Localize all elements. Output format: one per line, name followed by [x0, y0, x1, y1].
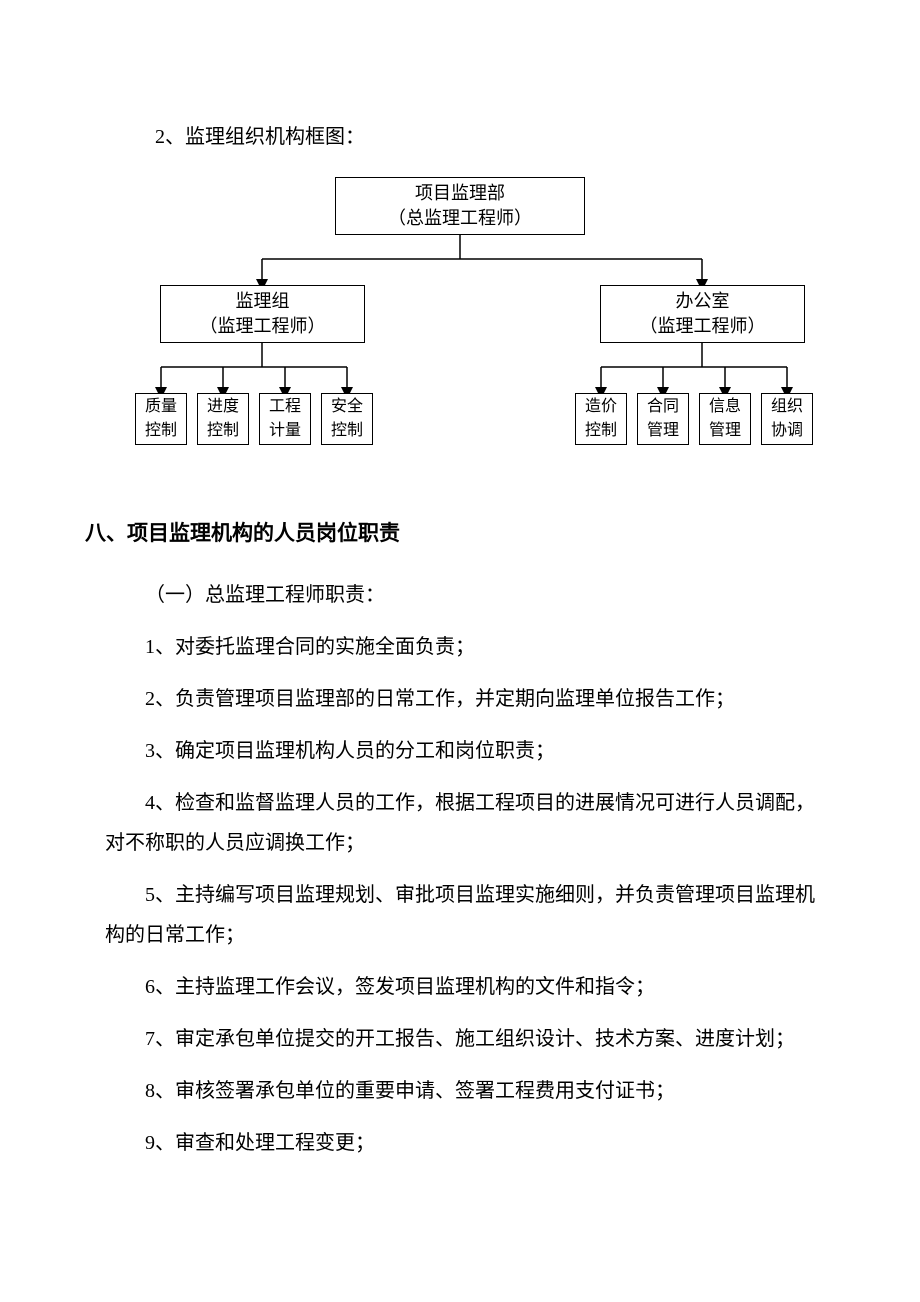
org-node-right: 办公室（监理工程师）: [600, 285, 805, 343]
section-intro: 2、监理组织机构框图：: [155, 120, 805, 149]
org-node-r4: 组织协调: [761, 393, 813, 445]
para-0: （一）总监理工程师职责：: [105, 575, 815, 615]
para-2: 2、负责管理项目监理部的日常工作，并定期向监理单位报告工作；: [105, 679, 815, 719]
org-node-l4: 安全控制: [321, 393, 373, 445]
para-5: 5、主持编写项目监理规划、审批项目监理实施细则，并负责管理项目监理机构的日常工作…: [105, 875, 815, 955]
org-node-r2: 合同管理: [637, 393, 689, 445]
org-node-left: 监理组（监理工程师）: [160, 285, 365, 343]
org-node-l2: 进度控制: [197, 393, 249, 445]
org-chart: 项目监理部（总监理工程师） 监理组（监理工程师） 办公室（监理工程师） 质量控制进度控…: [115, 177, 805, 477]
para-8: 8、审核签署承包单位的重要申请、签署工程费用支付证书；: [105, 1071, 815, 1111]
para-4: 4、检查和监督监理人员的工作，根据工程项目的进展情况可进行人员调配，对不称职的人…: [105, 783, 815, 863]
heading-8: 八、项目监理机构的人员岗位职责: [85, 517, 815, 547]
content-body: 八、项目监理机构的人员岗位职责 （一）总监理工程师职责： 1、对委托监理合同的实…: [105, 517, 815, 1163]
org-node-l3: 工程计量: [259, 393, 311, 445]
para-3: 3、确定项目监理机构人员的分工和岗位职责；: [105, 731, 815, 771]
org-node-r3: 信息管理: [699, 393, 751, 445]
org-node-l1: 质量控制: [135, 393, 187, 445]
para-7: 7、审定承包单位提交的开工报告、施工组织设计、技术方案、进度计划；: [105, 1019, 815, 1059]
para-6: 6、主持监理工作会议，签发项目监理机构的文件和指令；: [105, 967, 815, 1007]
org-node-top: 项目监理部（总监理工程师）: [335, 177, 585, 235]
para-9: 9、审查和处理工程变更；: [105, 1123, 815, 1163]
org-node-r1: 造价控制: [575, 393, 627, 445]
para-1: 1、对委托监理合同的实施全面负责；: [105, 627, 815, 667]
